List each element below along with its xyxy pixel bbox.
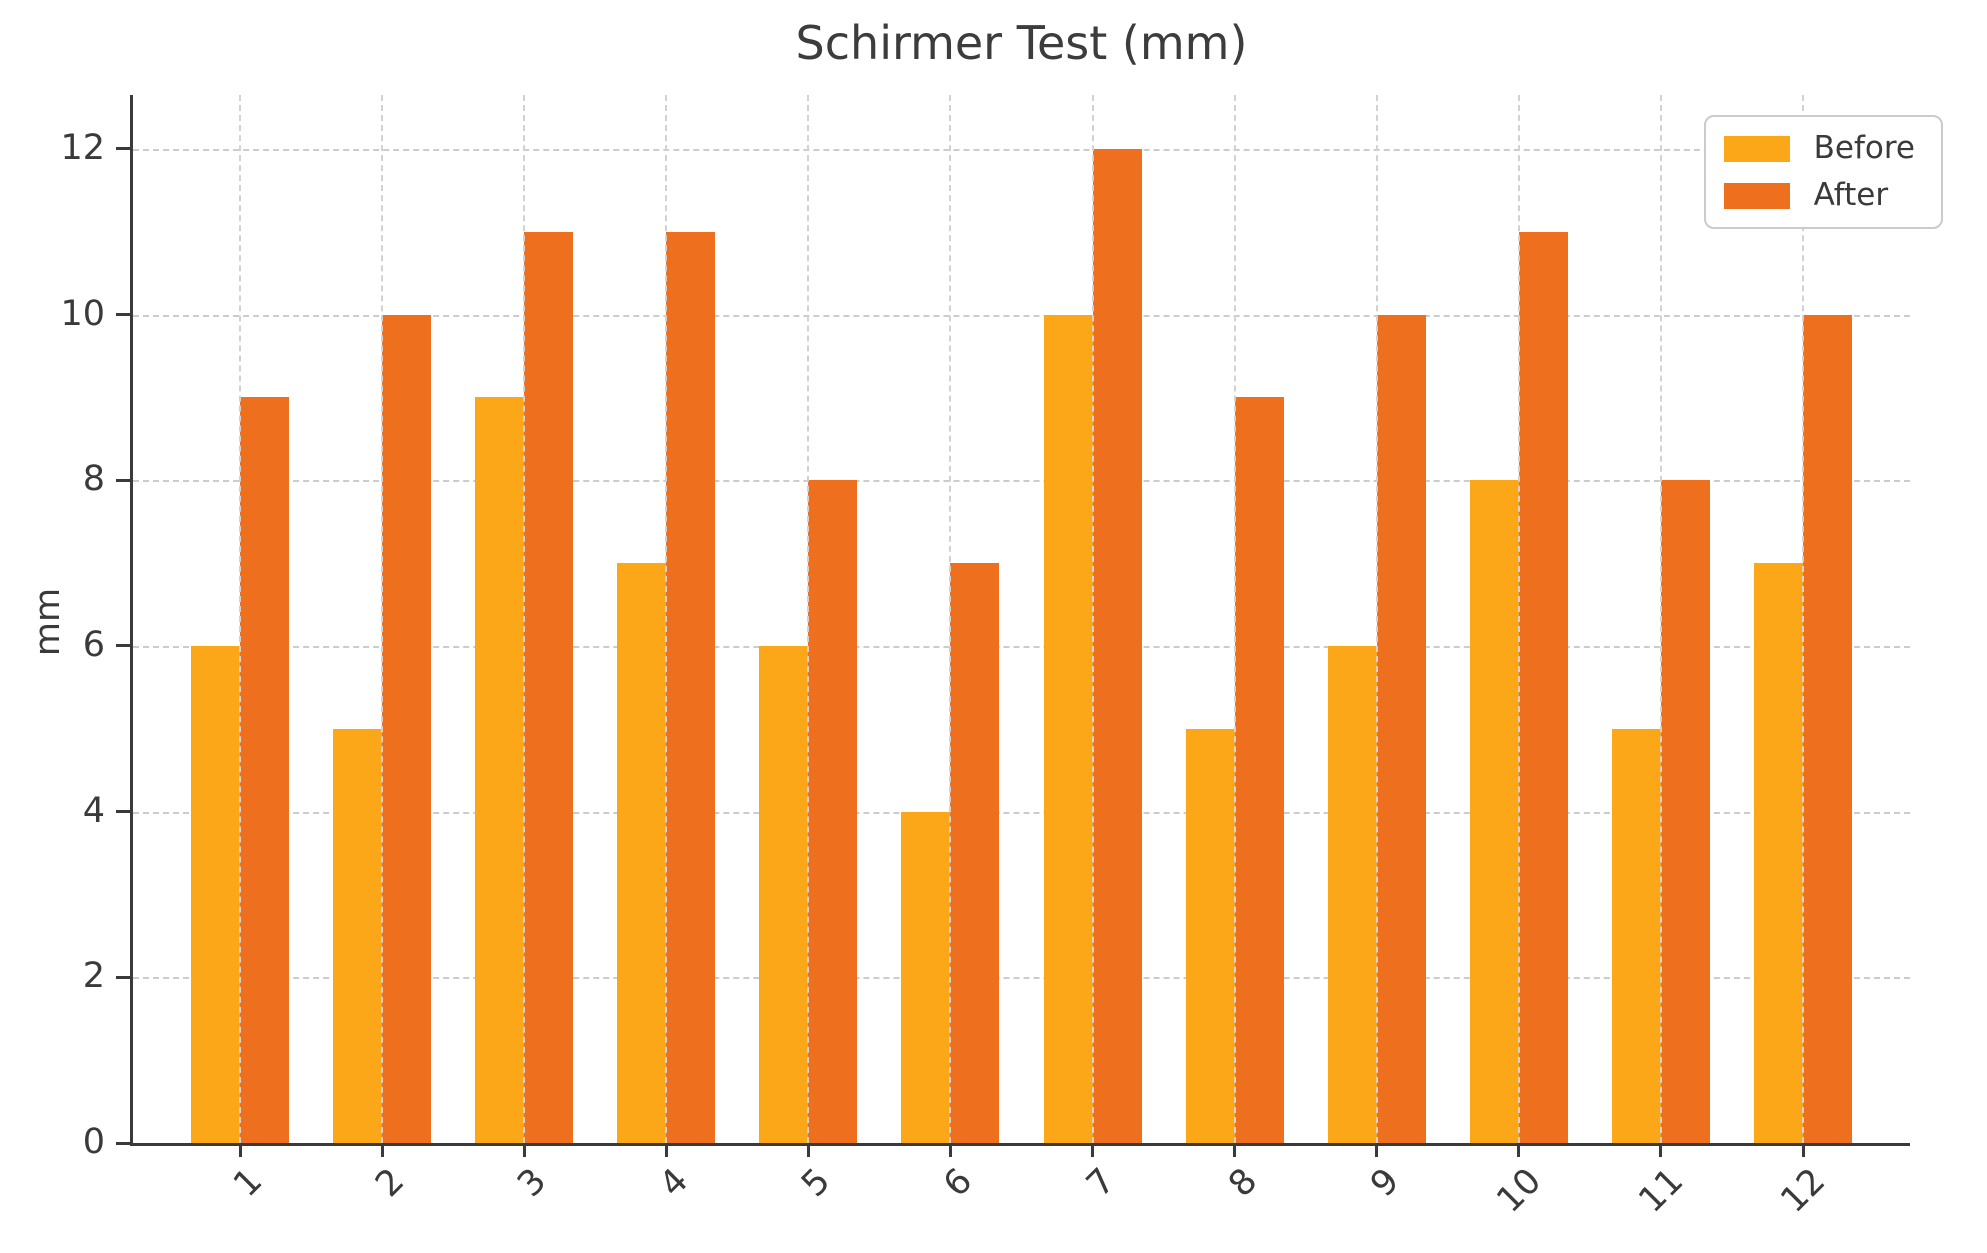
- x-tick-label-3: 3: [510, 1161, 555, 1206]
- x-tick-6: [948, 1143, 952, 1157]
- bar-after-8: [1234, 397, 1284, 1143]
- bars-layer: [133, 95, 1910, 1143]
- legend-swatch-before: [1723, 135, 1790, 162]
- y-tick-label-4: 4: [82, 790, 105, 831]
- legend-label-after: After: [1813, 177, 1889, 213]
- x-tick-label-12: 12: [1773, 1161, 1834, 1221]
- y-tick-label-2: 2: [82, 956, 105, 997]
- bar-after-11: [1660, 480, 1710, 1143]
- y-tick-12: [116, 147, 130, 151]
- bar-before-1: [191, 645, 240, 1143]
- bar-after-1: [240, 397, 289, 1143]
- y-tick-label-0: 0: [82, 1122, 105, 1163]
- y-tick-4: [116, 810, 130, 814]
- x-tick-label-11: 11: [1631, 1161, 1692, 1221]
- x-tick-label-9: 9: [1362, 1161, 1408, 1206]
- y-tick-label-10: 10: [60, 293, 105, 334]
- x-tick-label-6: 6: [936, 1161, 981, 1206]
- legend-item-after: After: [1723, 177, 1915, 213]
- x-tick-1: [238, 1143, 242, 1157]
- x-tick-5: [806, 1143, 810, 1157]
- bar-before-7: [1043, 314, 1093, 1143]
- legend-label-before: Before: [1813, 130, 1915, 166]
- y-tick-8: [116, 478, 130, 482]
- v-gridline-11: [1659, 95, 1662, 1143]
- x-tick-label-4: 4: [652, 1161, 697, 1206]
- x-axis-ticks: 1 2 3 4 5 6 7 8 9 10 11 12: [133, 95, 1910, 1221]
- bar-before-12: [1754, 563, 1803, 1143]
- v-gridline-10: [1517, 95, 1520, 1143]
- legend-item-before: Before: [1723, 130, 1915, 166]
- x-tick-label-5: 5: [794, 1161, 839, 1206]
- v-gridline-7: [1091, 95, 1094, 1143]
- x-tick-11: [1659, 1143, 1663, 1157]
- v-gridline-5: [807, 95, 810, 1143]
- x-tick-label-7: 7: [1078, 1161, 1123, 1206]
- bar-before-9: [1327, 645, 1377, 1143]
- bar-before-6: [901, 811, 951, 1143]
- x-tick-7: [1091, 1143, 1095, 1157]
- bar-after-12: [1803, 314, 1852, 1143]
- x-tick-2: [380, 1143, 384, 1157]
- y-axis-spine: [130, 95, 133, 1143]
- h-gridline-10: [133, 314, 1910, 317]
- x-tick-label-10: 10: [1489, 1161, 1550, 1221]
- v-gridline-9: [1375, 95, 1378, 1143]
- bar-after-4: [666, 231, 716, 1143]
- y-tick-label-8: 8: [82, 459, 105, 500]
- v-gridline-12: [1802, 95, 1804, 1143]
- x-tick-label-1: 1: [226, 1161, 271, 1206]
- x-tick-label-2: 2: [368, 1161, 413, 1206]
- bar-after-7: [1092, 148, 1142, 1143]
- legend-swatch-after: [1723, 182, 1790, 209]
- bar-after-10: [1518, 231, 1568, 1143]
- v-gridline-6: [949, 95, 952, 1143]
- bar-before-11: [1611, 728, 1661, 1143]
- y-tick-10: [116, 313, 130, 317]
- y-tick-label-12: 12: [60, 128, 105, 169]
- bar-after-9: [1376, 314, 1426, 1143]
- y-tick-label-6: 6: [82, 625, 105, 666]
- plot-area: 0 2 4 6 8 10 12 1 2 3 4 5 6 7 8 9 10 11 12 Before After: [60, 95, 1943, 1221]
- v-gridline-4: [665, 95, 668, 1143]
- h-gridline-2: [133, 977, 1910, 980]
- bar-before-10: [1469, 480, 1519, 1143]
- x-tick-3: [522, 1143, 526, 1157]
- bar-after-2: [382, 314, 432, 1143]
- x-tick-8: [1233, 1143, 1237, 1157]
- chart-title: Schirmer Test (mm): [795, 16, 1248, 70]
- h-gridline-12: [133, 148, 1910, 151]
- v-gridline-8: [1233, 95, 1236, 1143]
- legend: Before After: [1703, 115, 1943, 229]
- v-gridline-3: [523, 95, 526, 1143]
- h-gridline-6: [133, 645, 1910, 648]
- x-tick-12: [1801, 1143, 1805, 1157]
- h-gridline-8: [133, 480, 1910, 483]
- bar-after-5: [808, 480, 858, 1143]
- x-tick-4: [664, 1143, 668, 1157]
- v-gridline-2: [381, 95, 384, 1143]
- y-axis-ticks: 0 2 4 6 8 10 12: [60, 95, 1910, 1162]
- bar-before-4: [617, 563, 667, 1143]
- vertical-gridlines: [133, 95, 1910, 1143]
- h-gridline-4: [133, 811, 1910, 814]
- bar-after-3: [524, 231, 574, 1143]
- bar-before-2: [333, 728, 383, 1143]
- horizontal-gridlines: [133, 95, 1910, 1143]
- bar-before-8: [1185, 728, 1235, 1143]
- axes-spines: [130, 95, 1910, 1146]
- bar-after-6: [950, 563, 1000, 1143]
- x-axis-spine: [130, 1143, 1910, 1146]
- y-tick-0: [116, 1141, 130, 1145]
- bar-before-5: [759, 645, 809, 1143]
- x-tick-label-8: 8: [1220, 1161, 1265, 1206]
- y-tick-2: [116, 975, 130, 979]
- bar-before-3: [475, 397, 525, 1143]
- y-tick-6: [116, 644, 130, 648]
- y-axis-label: mm: [28, 587, 68, 657]
- x-tick-10: [1517, 1143, 1521, 1157]
- v-gridline-1: [239, 95, 241, 1143]
- x-tick-9: [1375, 1143, 1379, 1157]
